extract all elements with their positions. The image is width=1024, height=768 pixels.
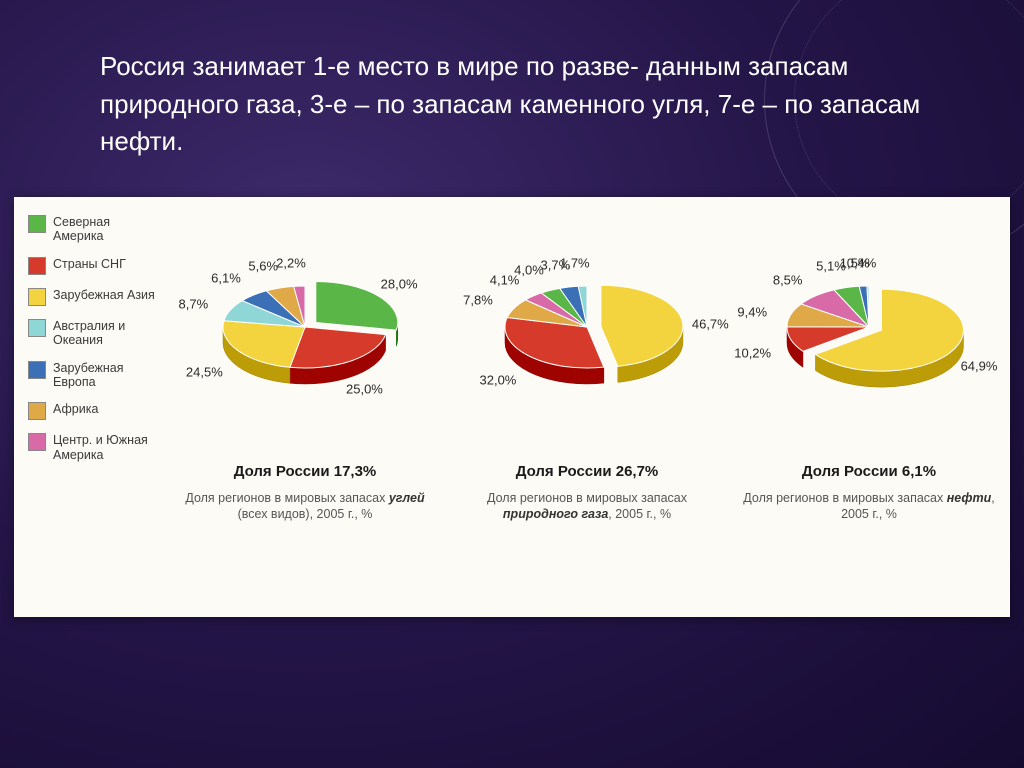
chart-column-coal: 28,0% 25,0% 24,5% 8,7%6,1% 5,6%2,2% Доля Росс… xyxy=(164,197,446,617)
legend-swatch xyxy=(28,288,46,306)
russia-share-label: Доля России 17,3% xyxy=(234,463,377,480)
pie-wrap: 28,0% 25,0% 24,5% 8,7%6,1% 5,6%2,2% xyxy=(164,197,446,457)
russia-share-label: Доля России 26,7% xyxy=(516,463,659,480)
legend-label: Центр. и Южная Америка xyxy=(53,433,158,462)
legend-swatch xyxy=(28,361,46,379)
slice-percent-label: 24,5% xyxy=(186,364,223,379)
slice-percent-label: 7,8% xyxy=(463,293,493,308)
legend-label: Зарубежная Азия xyxy=(53,288,155,302)
legend-label: Зарубежная Европа xyxy=(53,361,158,390)
slice-percent-label: 2,2% xyxy=(276,256,306,271)
russia-share-label: Доля России 6,1% xyxy=(802,463,936,480)
slice-percent-label: 5,6% xyxy=(248,259,278,274)
legend: Северная Америка Страны СНГ Зарубежная Ази… xyxy=(14,197,164,617)
legend-item: Африка xyxy=(28,402,158,420)
slice-percent-label: 1,7% xyxy=(560,256,590,271)
pie-wrap: 46,7%32,0%7,8%4,1%4,0%3,7%1,7% xyxy=(446,197,728,457)
legend-item: Страны СНГ xyxy=(28,257,158,275)
slice-percent-label: 46,7% xyxy=(692,317,729,332)
pie-chart xyxy=(452,192,722,462)
legend-swatch xyxy=(28,215,46,233)
legend-item: Зарубежная Европа xyxy=(28,361,158,390)
legend-label: Австралия и Океания xyxy=(53,319,158,348)
legend-item: Северная Америка xyxy=(28,215,158,244)
chart-caption: Доля регионов в мировых запасах углей (в… xyxy=(164,480,446,523)
pie-wrap: 64,9%10,2%9,4%8,5%5,1%1,5%0,4% xyxy=(728,197,1010,457)
legend-item: Зарубежная Азия xyxy=(28,288,158,306)
legend-label: Африка xyxy=(53,402,98,416)
slice-percent-label: 8,7% xyxy=(179,296,209,311)
legend-swatch xyxy=(28,257,46,275)
legend-item: Австралия и Океания xyxy=(28,319,158,348)
slice-percent-label: 0,4% xyxy=(847,256,877,271)
slice-percent-label: 8,5% xyxy=(773,272,803,287)
slice-percent-label: 9,4% xyxy=(737,304,767,319)
chart-caption: Доля регионов в мировых запасах нефти, 2… xyxy=(728,480,1010,523)
chart-column-gas: 46,7%32,0%7,8%4,1%4,0%3,7%1,7%Доля Росси… xyxy=(446,197,728,617)
chart-caption: Доля регионов в мировых запасах природно… xyxy=(446,480,728,523)
legend-swatch xyxy=(28,433,46,451)
chart-column-oil: 64,9%10,2%9,4%8,5%5,1%1,5%0,4%Доля Росси… xyxy=(728,197,1010,617)
legend-label: Страны СНГ xyxy=(53,257,126,271)
legend-label: Северная Америка xyxy=(53,215,158,244)
pie-chart xyxy=(734,192,1004,462)
legend-swatch xyxy=(28,402,46,420)
slice-percent-label: 4,0% xyxy=(514,263,544,278)
slice-percent-label: 32,0% xyxy=(480,373,517,388)
slice-percent-label: 28,0% xyxy=(381,276,418,291)
slice-percent-label: 10,2% xyxy=(734,346,771,361)
slice-percent-label: 25,0% xyxy=(346,382,383,397)
chart-panel: Северная Америка Страны СНГ Зарубежная Ази… xyxy=(14,197,1010,617)
legend-item: Центр. и Южная Америка xyxy=(28,433,158,462)
charts-row: 28,0% 25,0% 24,5% 8,7%6,1% 5,6%2,2% Доля Росс… xyxy=(164,197,1010,617)
slice-percent-label: 6,1% xyxy=(211,271,241,286)
legend-swatch xyxy=(28,319,46,337)
slice-percent-label: 64,9% xyxy=(961,359,998,374)
pie-chart xyxy=(170,192,440,462)
